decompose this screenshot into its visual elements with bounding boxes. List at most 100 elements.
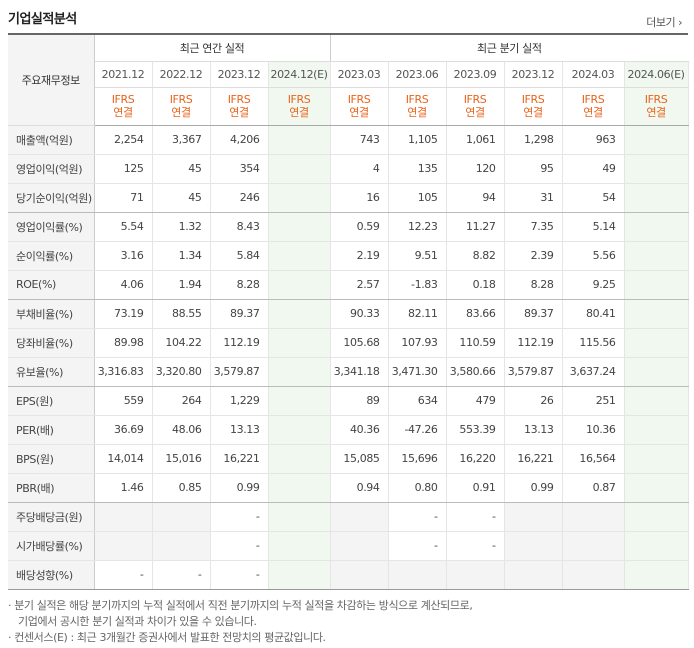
table-cell: 1.46 bbox=[94, 473, 153, 503]
table-cell: 112.19 bbox=[504, 328, 563, 358]
table-row: 배당성향(%) - - - bbox=[8, 560, 689, 590]
period-header: 2023.12 bbox=[210, 61, 269, 88]
table-cell bbox=[329, 560, 389, 590]
table-cell: 0.85 bbox=[152, 473, 211, 503]
basis-header: IFRS 연결 bbox=[446, 87, 505, 126]
table-cell: 45 bbox=[152, 183, 211, 213]
table-cell: 9.51 bbox=[388, 241, 447, 271]
table-cell bbox=[624, 444, 689, 474]
row-header-label: 주요재무정보 bbox=[8, 33, 95, 126]
table-cell: 13.13 bbox=[504, 415, 563, 445]
basis-ifrs: IFRS bbox=[227, 93, 251, 106]
basis-header: IFRS 연결 bbox=[152, 87, 211, 126]
section-title: 기업실적분석 bbox=[8, 12, 77, 27]
group-quarter-header: 최근 분기 실적 bbox=[329, 33, 689, 62]
table-cell bbox=[624, 270, 689, 300]
table-cell bbox=[94, 502, 153, 532]
period-header: 2022.12 bbox=[152, 61, 211, 88]
table-cell: - bbox=[210, 531, 269, 561]
basis-consolidated: 연결 bbox=[171, 106, 191, 119]
table-cell: 1,061 bbox=[446, 125, 505, 155]
table-cell: 105 bbox=[388, 183, 447, 213]
table-cell: 8.28 bbox=[504, 270, 563, 300]
row-label: 부채비율(%) bbox=[8, 299, 95, 329]
table-cell: 2.39 bbox=[504, 241, 563, 271]
table-row: ROE(%) 4.06 1.94 8.28 2.57 -1.83 0.18 8.28 9.25 bbox=[8, 270, 689, 300]
table-cell: 16 bbox=[329, 183, 389, 213]
table-cell: 251 bbox=[562, 386, 625, 416]
table-cell: 12.23 bbox=[388, 212, 447, 242]
table-cell bbox=[268, 328, 331, 358]
table-cell bbox=[152, 502, 211, 532]
table-cell bbox=[268, 531, 331, 561]
table-cell: 0.18 bbox=[446, 270, 505, 300]
table-cell: 5.54 bbox=[94, 212, 153, 242]
table-cell: 5.14 bbox=[562, 212, 625, 242]
row-label: 순이익률(%) bbox=[8, 241, 95, 271]
table-cell: -47.26 bbox=[388, 415, 447, 445]
table-cell: 89.98 bbox=[94, 328, 153, 358]
table-cell bbox=[624, 212, 689, 242]
table-cell: 1.34 bbox=[152, 241, 211, 271]
table-cell bbox=[268, 502, 331, 532]
group-annual-header: 최근 연간 실적 bbox=[94, 33, 331, 62]
table-cell bbox=[446, 560, 505, 590]
row-label: 당좌비율(%) bbox=[8, 328, 95, 358]
table-cell: 8.43 bbox=[210, 212, 269, 242]
basis-header: IFRS 연결 bbox=[268, 87, 331, 126]
table-cell: 10.36 bbox=[562, 415, 625, 445]
basis-consolidated: 연결 bbox=[465, 106, 485, 119]
table-cell bbox=[624, 154, 689, 184]
footnotes: · 분기 실적은 해당 분기까지의 누적 실적에서 직전 분기까지의 누적 실적… bbox=[8, 598, 473, 646]
table-cell: 48.06 bbox=[152, 415, 211, 445]
more-label: 더보기 bbox=[646, 16, 676, 29]
table-cell bbox=[624, 502, 689, 532]
row-label: 당기순이익(억원) bbox=[8, 183, 95, 213]
table-cell: 1.94 bbox=[152, 270, 211, 300]
table-row: 주당배당금(원) - - - bbox=[8, 502, 689, 532]
table-cell: 9.25 bbox=[562, 270, 625, 300]
row-label: 배당성향(%) bbox=[8, 560, 95, 590]
table-cell: 0.91 bbox=[446, 473, 505, 503]
table-cell bbox=[268, 415, 331, 445]
table-cell: 73.19 bbox=[94, 299, 153, 329]
table-row: 매출액(억원) 2,254 3,367 4,206 743 1,105 1,061 1,298… bbox=[8, 125, 689, 155]
table-cell: 89 bbox=[329, 386, 389, 416]
table-cell bbox=[268, 357, 331, 387]
basis-ifrs: IFRS bbox=[287, 93, 311, 106]
table-cell: 16,221 bbox=[210, 444, 269, 474]
table-cell: - bbox=[446, 531, 505, 561]
table-cell: 2.57 bbox=[329, 270, 389, 300]
table-cell bbox=[624, 386, 689, 416]
table-cell: 49 bbox=[562, 154, 625, 184]
table-cell bbox=[562, 560, 625, 590]
table-cell: 88.55 bbox=[152, 299, 211, 329]
basis-header: IFRS 연결 bbox=[329, 87, 389, 126]
table-cell: 559 bbox=[94, 386, 153, 416]
period-header: 2024.06(E) bbox=[624, 61, 689, 88]
table-cell: 125 bbox=[94, 154, 153, 184]
table-cell bbox=[504, 560, 563, 590]
table-cell bbox=[624, 241, 689, 271]
table-cell bbox=[624, 415, 689, 445]
table-cell: 1.32 bbox=[152, 212, 211, 242]
table-cell: 94 bbox=[446, 183, 505, 213]
table-row: 당좌비율(%) 89.98 104.22 112.19 105.68 107.93 110.… bbox=[8, 328, 689, 358]
table-cell: 7.35 bbox=[504, 212, 563, 242]
basis-ifrs: IFRS bbox=[169, 93, 193, 106]
table-row: EPS(원) 559 264 1,229 89 634 479 26 251 bbox=[8, 386, 689, 416]
table-row: 영업이익률(%) 5.54 1.32 8.43 0.59 12.23 11.27 7.35 5.… bbox=[8, 212, 689, 242]
table-cell: 16,564 bbox=[562, 444, 625, 474]
row-label: PER(배) bbox=[8, 415, 95, 445]
basis-consolidated: 연결 bbox=[407, 106, 427, 119]
basis-ifrs: IFRS bbox=[463, 93, 487, 106]
basis-consolidated: 연결 bbox=[646, 106, 666, 119]
basis-header: IFRS 연결 bbox=[624, 87, 689, 126]
table-cell bbox=[268, 386, 331, 416]
period-header: 2024.03 bbox=[562, 61, 625, 88]
more-link[interactable]: 더보기 › bbox=[646, 14, 682, 30]
period-header: 2023.03 bbox=[329, 61, 389, 88]
table-cell: 5.56 bbox=[562, 241, 625, 271]
table-cell bbox=[329, 531, 389, 561]
basis-ifrs: IFRS bbox=[111, 93, 135, 106]
